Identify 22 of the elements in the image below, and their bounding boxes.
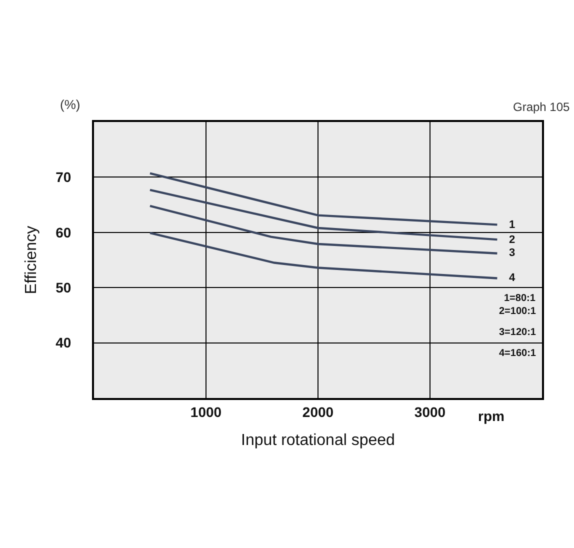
x-axis-title: Input rotational speed	[241, 432, 395, 449]
y-axis-title: Efficiency	[23, 226, 40, 294]
y-tick-label: 70	[56, 169, 72, 186]
series-label: 2	[509, 234, 516, 246]
caption: Graph 105	[513, 100, 570, 114]
text: rpm	[478, 408, 504, 424]
series-label: 3	[509, 247, 516, 259]
x-tick-label: 2000	[302, 404, 334, 420]
line-series	[148, 232, 498, 280]
line-series	[148, 204, 498, 254]
annotation: 1=80:1	[504, 293, 536, 304]
x-tick-label: 1000	[190, 404, 222, 420]
annotation: 4=160:1	[499, 348, 536, 359]
text: (%)	[60, 97, 80, 112]
y-tick-label: 50	[56, 280, 72, 296]
annotation: 2=100:1	[499, 306, 536, 317]
y-tick-label: 40	[56, 334, 72, 351]
annotation: 3=120:1	[499, 327, 536, 338]
series-label: 1	[509, 219, 516, 231]
x-tick-label: 3000	[414, 404, 446, 420]
series-label: 4	[509, 272, 516, 284]
y-tick-label: 60	[56, 224, 72, 240]
